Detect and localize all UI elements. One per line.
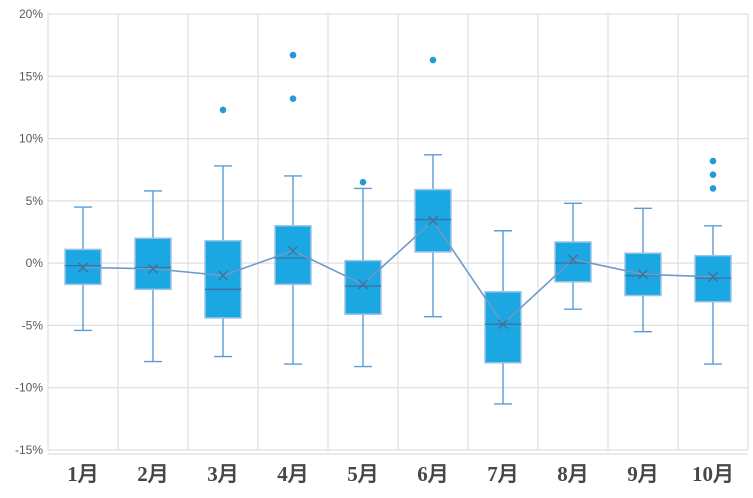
- box-5月: [344, 259, 382, 315]
- box-2月: [134, 237, 172, 291]
- mean-marker-3月: [218, 270, 228, 281]
- y-axis-tick-label--10: -10%: [15, 381, 43, 395]
- x-axis-label-5月: 5月: [347, 462, 379, 486]
- mean-marker-9月: [638, 269, 648, 280]
- y-axis-tick-label-5: 5%: [26, 194, 44, 208]
- mean-marker-4月: [288, 245, 298, 256]
- box-7月: [484, 291, 522, 364]
- outlier-dot-4月-1: [289, 95, 297, 103]
- outlier-dot-3月-0: [219, 106, 227, 114]
- box-3月: [204, 239, 242, 319]
- mean-marker-6月: [428, 215, 438, 226]
- y-axis-tick-label--15: -15%: [15, 443, 43, 457]
- outlier-dot-10月-2: [709, 185, 717, 192]
- y-axis-tick-label-0: 0%: [26, 256, 44, 270]
- mean-marker-8月: [568, 254, 578, 265]
- x-axis-label-4月: 4月: [277, 462, 309, 486]
- x-axis-label-8月: 8月: [557, 462, 589, 486]
- outlier-dot-5月-0: [359, 178, 367, 186]
- x-axis-label-1月: 1月: [67, 462, 99, 486]
- mean-marker-2月: [148, 263, 158, 274]
- mean-marker-5月: [358, 279, 368, 290]
- mean-marker-1月: [78, 262, 88, 273]
- outlier-dot-4月-0: [289, 51, 297, 59]
- y-axis-tick-label-10: 10%: [19, 132, 43, 146]
- y-axis-tick-label-20: 20%: [19, 7, 43, 21]
- x-axis-label-7月: 7月: [487, 462, 519, 486]
- mean-marker-10月: [708, 271, 718, 282]
- y-axis-tick-label-15: 15%: [19, 69, 43, 83]
- x-axis-label-6月: 6月: [417, 462, 449, 486]
- mean-marker-7月: [498, 319, 508, 330]
- mean-connector-line: [82, 219, 714, 326]
- x-axis-label-2月: 2月: [137, 462, 169, 486]
- x-axis-label-9月: 9月: [627, 462, 659, 486]
- outlier-dot-10月-1: [709, 171, 717, 178]
- x-axis-label-3月: 3月: [207, 462, 239, 486]
- y-axis-tick-label--5: -5%: [22, 318, 44, 332]
- x-axis-label-10月: 10月: [692, 462, 734, 486]
- outlier-dot-10月-0: [709, 157, 717, 165]
- outlier-dot-6月-0: [429, 56, 437, 64]
